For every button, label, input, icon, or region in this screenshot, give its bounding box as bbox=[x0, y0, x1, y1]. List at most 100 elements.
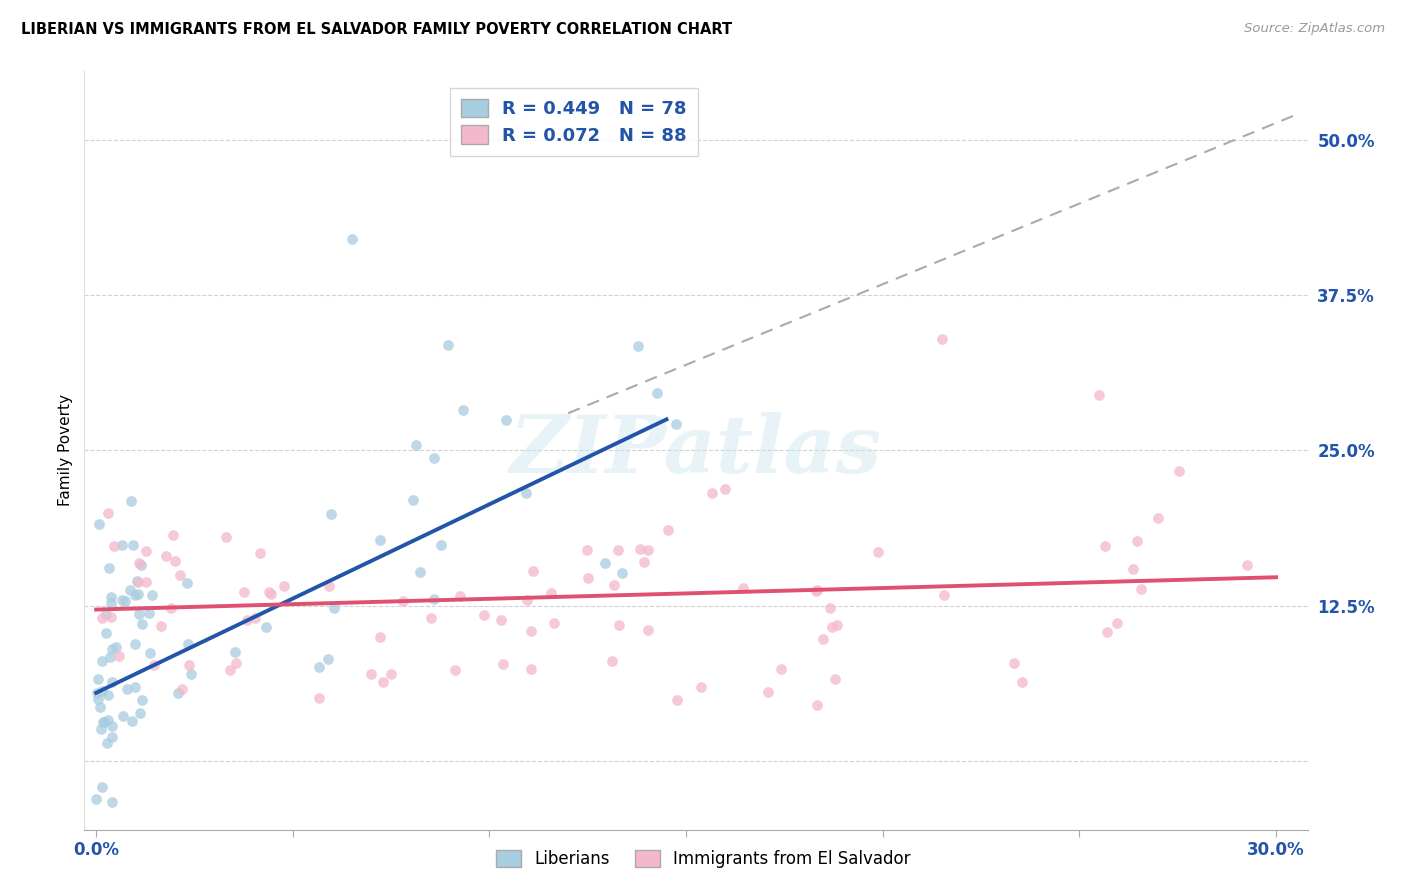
Point bbox=[1122, 562, 1144, 576]
Point bbox=[127, 587, 149, 601]
Point bbox=[430, 538, 453, 552]
Point bbox=[155, 549, 177, 563]
Point bbox=[1130, 582, 1153, 596]
Legend: Liberians, Immigrants from El Salvador: Liberians, Immigrants from El Salvador bbox=[489, 843, 917, 875]
Point bbox=[690, 681, 713, 695]
Point bbox=[104, 640, 127, 655]
Y-axis label: Family Poverty: Family Poverty bbox=[58, 394, 73, 507]
Point bbox=[110, 538, 132, 552]
Point bbox=[811, 632, 834, 647]
Point bbox=[806, 698, 828, 713]
Point bbox=[402, 492, 425, 507]
Point bbox=[111, 709, 134, 723]
Point bbox=[131, 692, 153, 706]
Point bbox=[97, 688, 120, 702]
Point bbox=[260, 587, 283, 601]
Point bbox=[756, 685, 779, 699]
Point bbox=[128, 706, 150, 721]
Point bbox=[100, 675, 122, 690]
Point bbox=[90, 780, 112, 794]
Point bbox=[1002, 656, 1025, 670]
Point bbox=[731, 582, 754, 596]
Text: LIBERIAN VS IMMIGRANTS FROM EL SALVADOR FAMILY POVERTY CORRELATION CHART: LIBERIAN VS IMMIGRANTS FROM EL SALVADOR … bbox=[21, 22, 733, 37]
Point bbox=[540, 585, 562, 599]
Point bbox=[657, 524, 679, 538]
Point bbox=[316, 652, 339, 666]
Point bbox=[543, 615, 565, 630]
Point bbox=[90, 654, 112, 668]
Point bbox=[100, 596, 122, 610]
Point bbox=[489, 613, 512, 627]
Point bbox=[666, 692, 689, 706]
Point bbox=[637, 543, 659, 558]
Point bbox=[90, 611, 112, 625]
Point bbox=[308, 690, 330, 705]
Point bbox=[308, 659, 330, 673]
Point bbox=[138, 607, 160, 621]
Point bbox=[422, 591, 444, 606]
Point bbox=[131, 617, 153, 632]
Point bbox=[115, 681, 138, 696]
Point bbox=[520, 662, 543, 676]
Point bbox=[1126, 534, 1149, 549]
Point bbox=[318, 579, 340, 593]
Point bbox=[86, 691, 108, 706]
Point bbox=[576, 543, 599, 558]
Point bbox=[107, 649, 129, 664]
Point bbox=[576, 571, 599, 585]
Point bbox=[100, 731, 122, 745]
Point bbox=[162, 527, 184, 541]
Point bbox=[593, 557, 616, 571]
Point bbox=[232, 585, 254, 599]
Point bbox=[100, 795, 122, 809]
Point bbox=[322, 601, 344, 615]
Point bbox=[806, 582, 828, 597]
Point bbox=[495, 413, 517, 427]
Point bbox=[600, 654, 623, 668]
Point bbox=[700, 485, 723, 500]
Point bbox=[449, 589, 471, 603]
Point bbox=[169, 568, 191, 582]
Point bbox=[257, 585, 280, 599]
Point bbox=[637, 624, 659, 638]
Point bbox=[177, 657, 200, 672]
Point bbox=[224, 645, 246, 659]
Point bbox=[1095, 624, 1118, 639]
Point bbox=[818, 601, 841, 615]
Point bbox=[243, 611, 266, 625]
Text: ZIPatlas: ZIPatlas bbox=[510, 412, 882, 489]
Point bbox=[176, 575, 198, 590]
Point bbox=[235, 613, 257, 627]
Point bbox=[103, 539, 125, 553]
Point bbox=[665, 417, 688, 431]
Point bbox=[1088, 387, 1111, 401]
Point bbox=[122, 538, 145, 552]
Point bbox=[368, 630, 391, 644]
Point bbox=[1011, 674, 1033, 689]
Point bbox=[492, 657, 515, 671]
Point bbox=[139, 646, 162, 660]
Point bbox=[628, 542, 651, 557]
Point bbox=[86, 686, 108, 700]
Point bbox=[132, 873, 155, 888]
Point bbox=[177, 637, 200, 651]
Point bbox=[515, 486, 537, 500]
Point bbox=[101, 719, 124, 733]
Point bbox=[215, 530, 238, 544]
Point bbox=[128, 607, 150, 621]
Point bbox=[101, 641, 124, 656]
Point bbox=[149, 618, 172, 632]
Point bbox=[444, 663, 467, 677]
Text: Source: ZipAtlas.com: Source: ZipAtlas.com bbox=[1244, 22, 1385, 36]
Point bbox=[121, 714, 143, 728]
Point bbox=[166, 686, 188, 700]
Point bbox=[273, 579, 295, 593]
Point bbox=[96, 607, 118, 621]
Point bbox=[472, 607, 495, 622]
Point bbox=[806, 583, 828, 598]
Point bbox=[97, 506, 120, 520]
Point bbox=[380, 667, 402, 681]
Point bbox=[94, 626, 117, 640]
Point bbox=[1167, 464, 1189, 478]
Point bbox=[713, 483, 735, 497]
